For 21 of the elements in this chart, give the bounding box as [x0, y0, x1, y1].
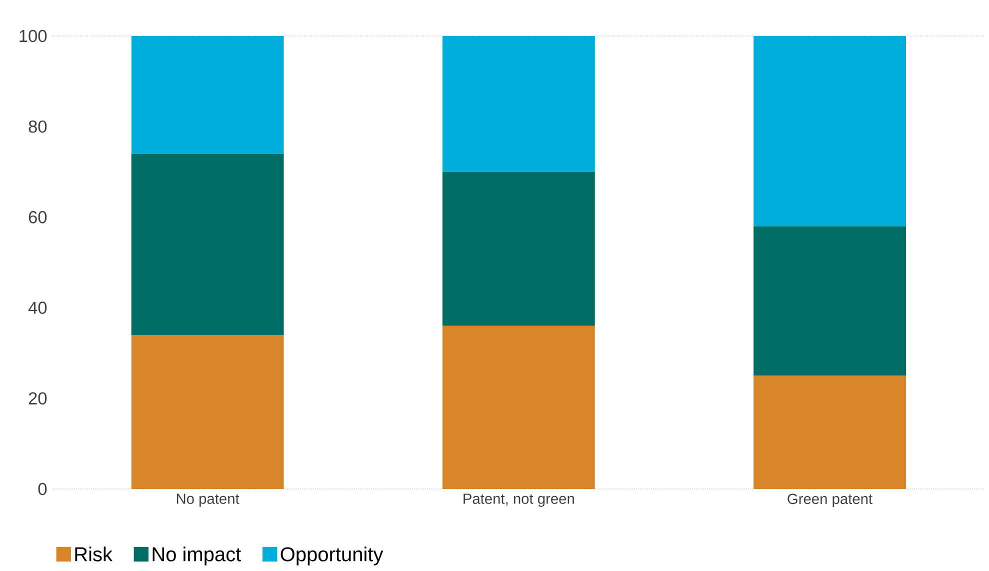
- y-tick-label: 100: [20, 30, 47, 42]
- bar: [442, 36, 595, 172]
- bar: [442, 172, 595, 326]
- legend-label: Opportunity: [280, 546, 384, 566]
- bar: [131, 36, 284, 154]
- y-tick-label: 20: [28, 392, 47, 405]
- y-tick-label: 80: [28, 120, 47, 133]
- bar: [131, 334, 284, 489]
- x-tick-label: No patent: [176, 494, 240, 507]
- bar: [131, 154, 284, 335]
- legend-label: Risk: [75, 546, 113, 562]
- bar: [754, 376, 906, 489]
- bar: [754, 226, 906, 376]
- x-tick-label: Patent, not green: [464, 494, 574, 507]
- y-tick-label: 40: [28, 302, 47, 314]
- y-tick-label: 0: [38, 482, 47, 496]
- bar: [442, 326, 595, 489]
- y-tick-label: 60: [28, 211, 47, 224]
- legend-label: No impact: [152, 546, 242, 566]
- bar: [754, 36, 906, 226]
- x-tick-label: Green patent: [788, 494, 872, 507]
